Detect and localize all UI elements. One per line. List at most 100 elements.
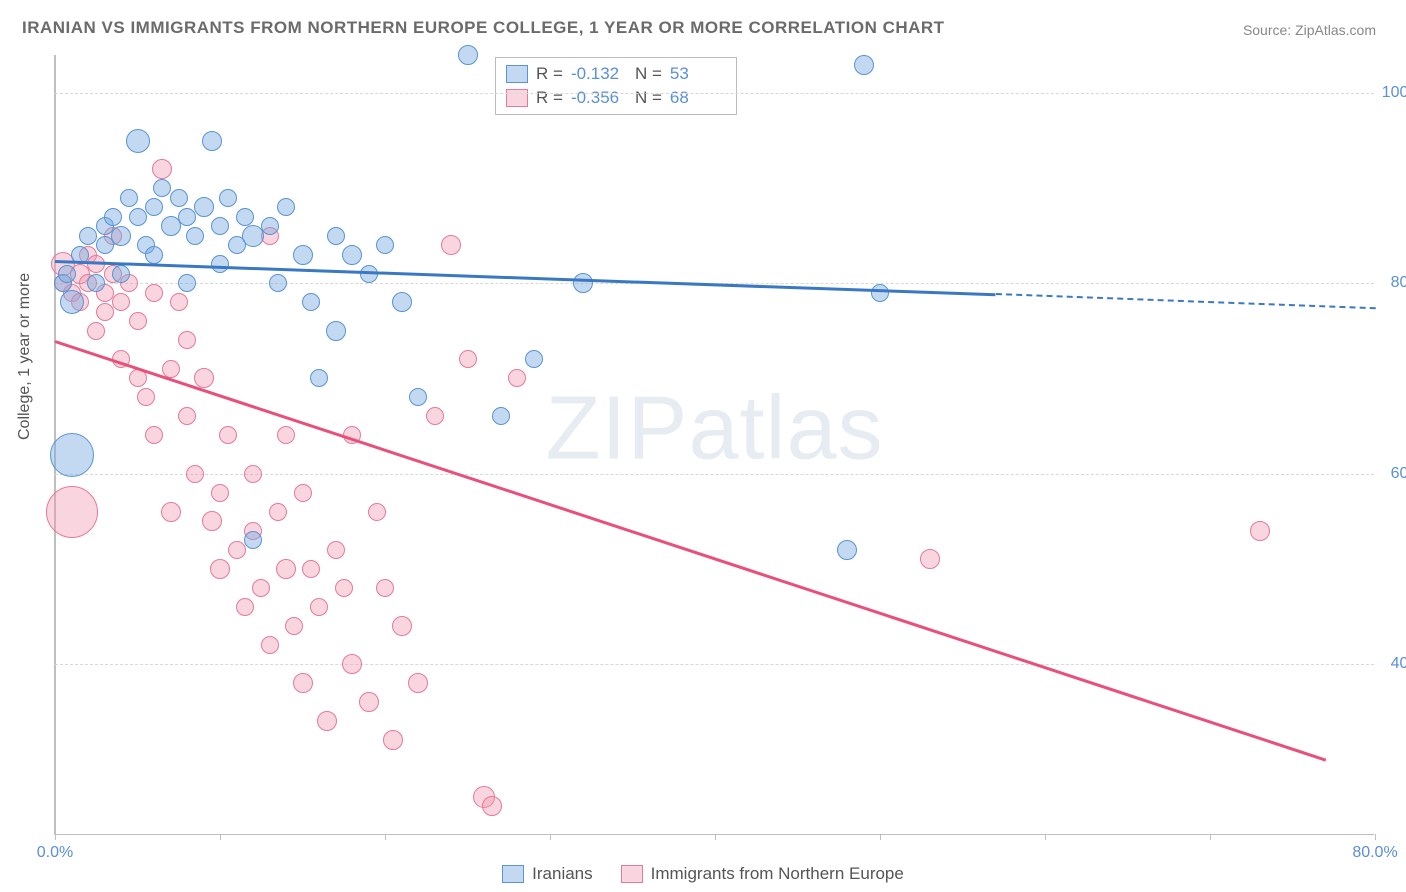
scatter-point-blue [525,350,543,368]
scatter-point-pink [335,579,353,597]
legend-swatch [621,865,643,883]
scatter-point-blue [211,255,229,273]
legend-label: Iranians [532,864,592,884]
scatter-point-pink [317,711,337,731]
scatter-point-blue [202,131,222,151]
scatter-point-blue [458,45,478,65]
x-tick [220,834,221,840]
scatter-point-blue [126,129,150,153]
scatter-point-pink [269,503,287,521]
scatter-point-blue [310,369,328,387]
scatter-point-pink [342,654,362,674]
y-tick-label: 100.0% [1382,84,1406,102]
x-tick-label: 80.0% [1352,844,1397,862]
n-value: 68 [670,88,726,108]
y-tick-label: 60.0% [1391,465,1406,483]
scatter-point-pink [178,331,196,349]
scatter-point-blue [492,407,510,425]
scatter-point-pink [244,465,262,483]
scatter-point-blue [219,189,237,207]
correlation-stats-box: R =-0.132N =53R =-0.356N =68 [495,57,737,115]
scatter-point-pink [426,407,444,425]
r-value: -0.132 [571,64,627,84]
legend-swatch [506,89,528,107]
scatter-point-pink [359,692,379,712]
scatter-point-blue [170,189,188,207]
scatter-point-pink [383,730,403,750]
scatter-point-pink [920,549,940,569]
scatter-point-pink [211,484,229,502]
scatter-point-blue [145,198,163,216]
scatter-point-blue [261,217,279,235]
scatter-point-pink [459,350,477,368]
scatter-point-pink [508,369,526,387]
scatter-point-pink [202,511,222,531]
scatter-point-blue [392,292,412,312]
x-tick [880,834,881,840]
scatter-point-pink [178,407,196,425]
scatter-point-blue [302,293,320,311]
scatter-point-pink [186,465,204,483]
scatter-point-blue [50,433,94,477]
scatter-point-blue [837,540,857,560]
scatter-point-pink [327,541,345,559]
scatter-point-blue [194,197,214,217]
scatter-point-pink [236,598,254,616]
gridline-h [55,93,1374,94]
scatter-point-blue [326,321,346,341]
scatter-point-blue [277,198,295,216]
legend-item-pink: Immigrants from Northern Europe [621,864,904,884]
scatter-point-pink [152,159,172,179]
x-tick [1375,834,1376,840]
scatter-point-pink [87,322,105,340]
n-label: N = [635,64,662,84]
scatter-point-pink [294,484,312,502]
bottom-legend: Iranians Immigrants from Northern Europe [0,864,1406,884]
scatter-point-pink [302,560,320,578]
scatter-point-blue [327,227,345,245]
scatter-point-blue [186,227,204,245]
scatter-point-blue [145,246,163,264]
scatter-point-pink [145,284,163,302]
x-tick [550,834,551,840]
scatter-point-blue [376,236,394,254]
y-tick-label: 80.0% [1391,274,1406,292]
r-label: R = [536,88,563,108]
x-tick [715,834,716,840]
scatter-point-pink [145,426,163,444]
scatter-point-pink [376,579,394,597]
gridline-h [55,664,1374,665]
r-value: -0.356 [571,88,627,108]
scatter-point-blue [871,284,889,302]
scatter-point-pink [46,486,98,538]
scatter-point-pink [277,426,295,444]
stats-row-blue: R =-0.132N =53 [506,62,726,86]
y-axis-title: College, 1 year or more [16,273,34,440]
scatter-point-pink [252,579,270,597]
scatter-point-pink [1250,521,1270,541]
scatter-point-pink [408,673,428,693]
scatter-point-pink [137,388,155,406]
scatter-point-blue [104,208,122,226]
trend-line [55,260,996,296]
scatter-point-pink [368,503,386,521]
x-tick [55,834,56,840]
scatter-point-blue [153,179,171,197]
scatter-point-blue [60,290,84,314]
scatter-point-blue [58,265,76,283]
scatter-point-pink [228,541,246,559]
watermark: ZIPatlas [545,377,883,480]
scatter-point-blue [244,531,262,549]
chart-title: IRANIAN VS IMMIGRANTS FROM NORTHERN EURO… [22,18,945,38]
legend-label: Immigrants from Northern Europe [651,864,904,884]
scatter-point-pink [170,293,188,311]
scatter-point-pink [293,673,313,693]
scatter-point-blue [120,189,138,207]
scatter-point-blue [293,245,313,265]
scatter-point-pink [129,312,147,330]
legend-swatch [506,65,528,83]
scatter-point-blue [112,265,130,283]
scatter-point-blue [269,274,287,292]
n-value: 53 [670,64,726,84]
scatter-point-pink [112,293,130,311]
